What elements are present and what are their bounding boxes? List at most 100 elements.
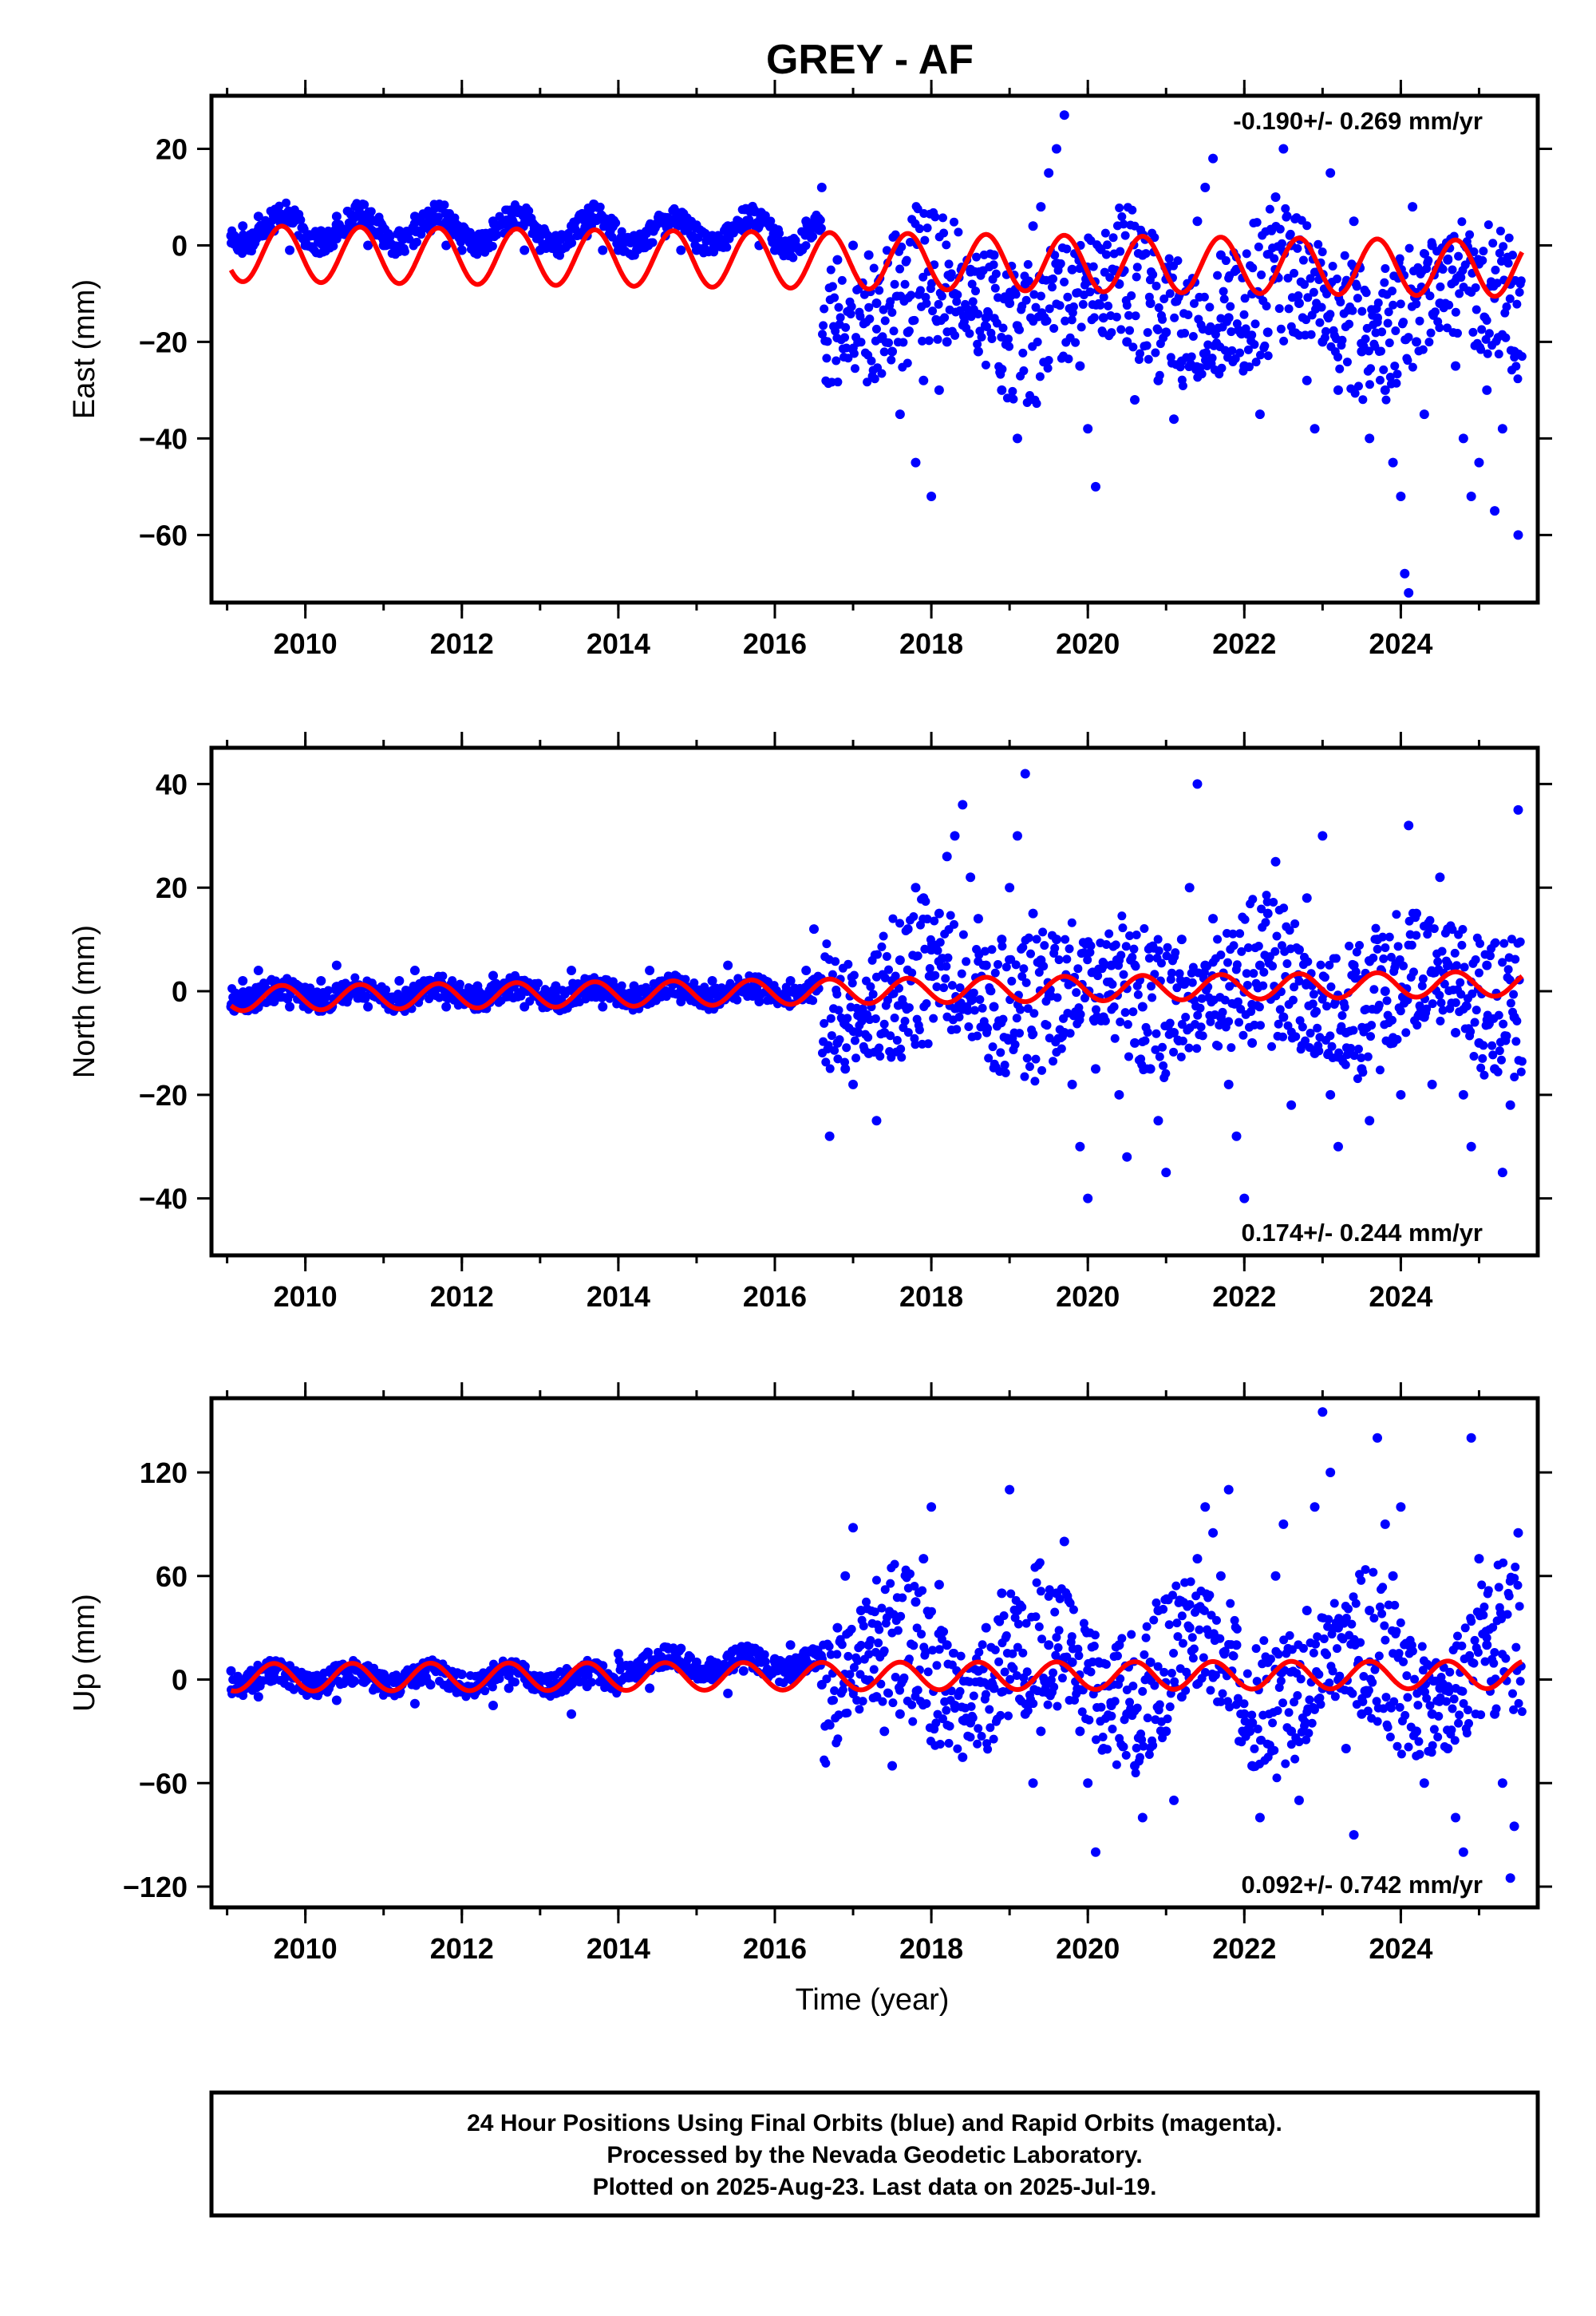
east-cloud-point (972, 252, 982, 262)
up-data-point (973, 1666, 983, 1676)
up-cloud-point (1464, 1719, 1474, 1729)
north-cloud-point (1227, 1043, 1236, 1053)
north-cloud-point (1517, 1057, 1527, 1066)
east-cloud-point (1031, 302, 1041, 312)
up-cloud-point (1022, 1667, 1032, 1677)
east-data-point (1380, 385, 1390, 395)
up-cloud-point (1045, 1585, 1054, 1595)
up-cloud-point (1226, 1599, 1235, 1608)
east-cloud-point (1488, 239, 1498, 248)
north-cloud-point (1510, 1073, 1519, 1082)
east-cloud-point (967, 279, 977, 289)
east-cloud-point (1219, 287, 1228, 296)
north-data-point (331, 960, 342, 970)
east-cloud-point (1306, 330, 1316, 339)
north-cloud-point (887, 1053, 896, 1062)
east-cloud-point (855, 311, 865, 321)
east-cloud-point (1021, 295, 1031, 305)
north-cloud-point (1214, 1041, 1223, 1051)
north-cloud-point (1479, 1070, 1489, 1080)
north-cloud-point (1049, 1057, 1058, 1066)
up-cloud-point (1132, 1743, 1141, 1753)
north-x-tick-label: 2022 (1212, 1280, 1276, 1313)
north-cloud-point (1091, 1005, 1100, 1014)
east-cloud-point (1143, 328, 1152, 338)
north-cloud-point (1188, 962, 1198, 972)
east-cloud-point (1265, 204, 1274, 214)
north-data-point (1286, 1100, 1297, 1110)
north-cloud-point (1340, 1002, 1349, 1012)
up-cloud-point (1395, 1702, 1404, 1712)
east-data-point (1302, 375, 1312, 385)
up-data-point (1122, 1709, 1132, 1719)
north-cloud-point (866, 982, 875, 991)
east-cloud-point (1056, 259, 1065, 268)
north-data-point (855, 1012, 866, 1022)
north-cloud-point (1476, 1063, 1486, 1073)
east-data-point (1200, 182, 1211, 192)
up-cloud-point (1053, 1701, 1062, 1711)
east-cloud-point (880, 316, 890, 326)
north-cloud-point (1355, 940, 1365, 950)
north-data-point (472, 981, 483, 991)
east-data-point (863, 250, 874, 260)
north-data-point (801, 966, 812, 976)
east-x-tick-label: 2024 (1369, 627, 1432, 660)
east-cloud-point (1189, 298, 1199, 308)
up-cloud-point (1351, 1599, 1361, 1608)
east-cloud-point (400, 247, 409, 256)
east-data-point (848, 240, 859, 251)
up-data-point (504, 1683, 514, 1694)
east-cloud-point (1164, 254, 1174, 263)
east-data-point (1137, 250, 1148, 260)
up-cloud-point (1394, 1649, 1404, 1658)
east-data-point (363, 240, 373, 251)
north-cloud-point (894, 983, 903, 993)
north-cloud-point (1143, 1027, 1152, 1037)
up-data-point (1044, 1640, 1054, 1650)
up-cloud-point (1413, 1701, 1423, 1710)
north-x-tick-label: 2016 (743, 1280, 807, 1313)
east-cloud-point (965, 329, 974, 338)
east-data-point (598, 245, 608, 255)
up-cloud-point (510, 1678, 519, 1687)
up-cloud-point (858, 1697, 867, 1706)
east-data-point (1365, 433, 1375, 444)
east-cloud-point (1381, 395, 1391, 405)
north-cloud-point (1125, 931, 1135, 941)
up-cloud-point (935, 1740, 945, 1749)
north-data-point (840, 1064, 851, 1074)
east-cloud-point (1035, 372, 1045, 381)
east-cloud-point (832, 356, 841, 366)
north-data-point (809, 924, 820, 935)
east-cloud-point (1479, 247, 1488, 256)
up-cloud-point (1278, 1698, 1288, 1708)
north-cloud-point (1108, 979, 1117, 989)
north-cloud-point (830, 1045, 839, 1055)
up-data-point (226, 1666, 236, 1676)
north-cloud-point (1198, 1031, 1207, 1041)
east-cloud-point (1290, 268, 1299, 278)
east-cloud-point (991, 269, 1001, 279)
up-cloud-point (488, 1682, 497, 1692)
north-data-point (1036, 955, 1046, 966)
east-cloud-point (1142, 341, 1152, 350)
north-cloud-point (1057, 1044, 1066, 1053)
east-cloud-point (1322, 289, 1332, 298)
north-cloud-point (884, 965, 894, 974)
up-data-point (1130, 1761, 1140, 1771)
up-cloud-point (956, 1651, 966, 1661)
up-cloud-point (1293, 1690, 1302, 1700)
north-cloud-point (1021, 978, 1031, 987)
east-cloud-point (1029, 290, 1039, 299)
north-cloud-point (1083, 955, 1092, 965)
east-cloud-point (282, 198, 291, 207)
north-cloud-point (821, 1057, 831, 1067)
east-cloud-point (818, 330, 828, 339)
up-cloud-point (888, 1698, 898, 1708)
north-cloud-point (963, 1006, 973, 1015)
east-data-point (488, 216, 498, 227)
north-y-tick-label: 20 (156, 871, 188, 904)
east-cloud-point (937, 291, 946, 301)
north-cloud-point (1345, 941, 1354, 951)
